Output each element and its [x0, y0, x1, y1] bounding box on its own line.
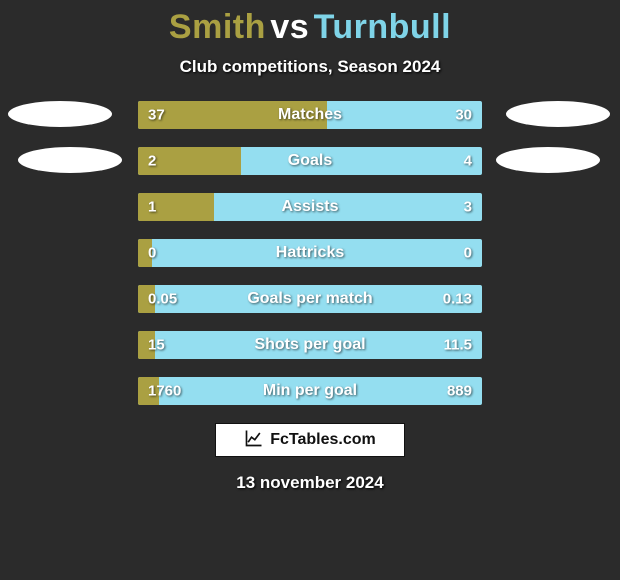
stat-left-value: 1760 — [148, 383, 181, 400]
title-player2: Turnbull — [314, 8, 451, 46]
stat-right-value: 11.5 — [444, 337, 472, 354]
stat-row: 37 Matches 30 — [138, 101, 482, 129]
stat-label: Goals per match — [247, 290, 372, 308]
stat-left-value: 0.05 — [148, 291, 177, 308]
stat-right-value: 0.13 — [443, 291, 472, 308]
stat-left-value: 0 — [148, 245, 156, 262]
decoration-ellipse — [506, 101, 610, 127]
stat-left-value: 15 — [148, 337, 165, 354]
stat-label: Assists — [282, 198, 339, 216]
stat-right-value: 0 — [464, 245, 472, 262]
comparison-bars: 37Matches302Goals41Assists30Hattricks00.… — [0, 101, 620, 405]
stat-row: 0.05 Goals per match 0.13 — [138, 285, 482, 313]
site-badge: FcTables.com — [215, 423, 405, 457]
decoration-ellipse — [8, 101, 112, 127]
title-row: Smith vs Turnbull — [0, 0, 620, 47]
stat-row: 15 Shots per goal 11.5 — [138, 331, 482, 359]
stat-label: Min per goal — [263, 382, 357, 400]
decoration-ellipse — [496, 147, 600, 173]
stat-right-value: 3 — [464, 199, 472, 216]
stat-row: 0 Hattricks 0 — [138, 239, 482, 267]
stat-row: 2 Goals 4 — [138, 147, 482, 175]
subtitle: Club competitions, Season 2024 — [0, 57, 620, 77]
stat-right-value: 30 — [455, 107, 472, 124]
stat-label: Goals — [288, 152, 332, 170]
stat-row: 1 Assists 3 — [138, 193, 482, 221]
stat-label: Hattricks — [276, 244, 344, 262]
chart-icon — [244, 428, 264, 453]
title-vs: vs — [270, 8, 309, 46]
stat-label: Matches — [278, 106, 342, 124]
stat-label: Shots per goal — [254, 336, 365, 354]
stat-row: 1760 Min per goal 889 — [138, 377, 482, 405]
footer-date: 13 november 2024 — [0, 473, 620, 493]
stat-right-value: 889 — [447, 383, 472, 400]
site-badge-text: FcTables.com — [270, 431, 376, 449]
title-player1: Smith — [169, 8, 266, 46]
decoration-ellipse — [18, 147, 122, 173]
stat-left-value: 37 — [148, 107, 165, 124]
stat-left-value: 2 — [148, 153, 156, 170]
stat-right-value: 4 — [464, 153, 472, 170]
stat-left-value: 1 — [148, 199, 156, 216]
